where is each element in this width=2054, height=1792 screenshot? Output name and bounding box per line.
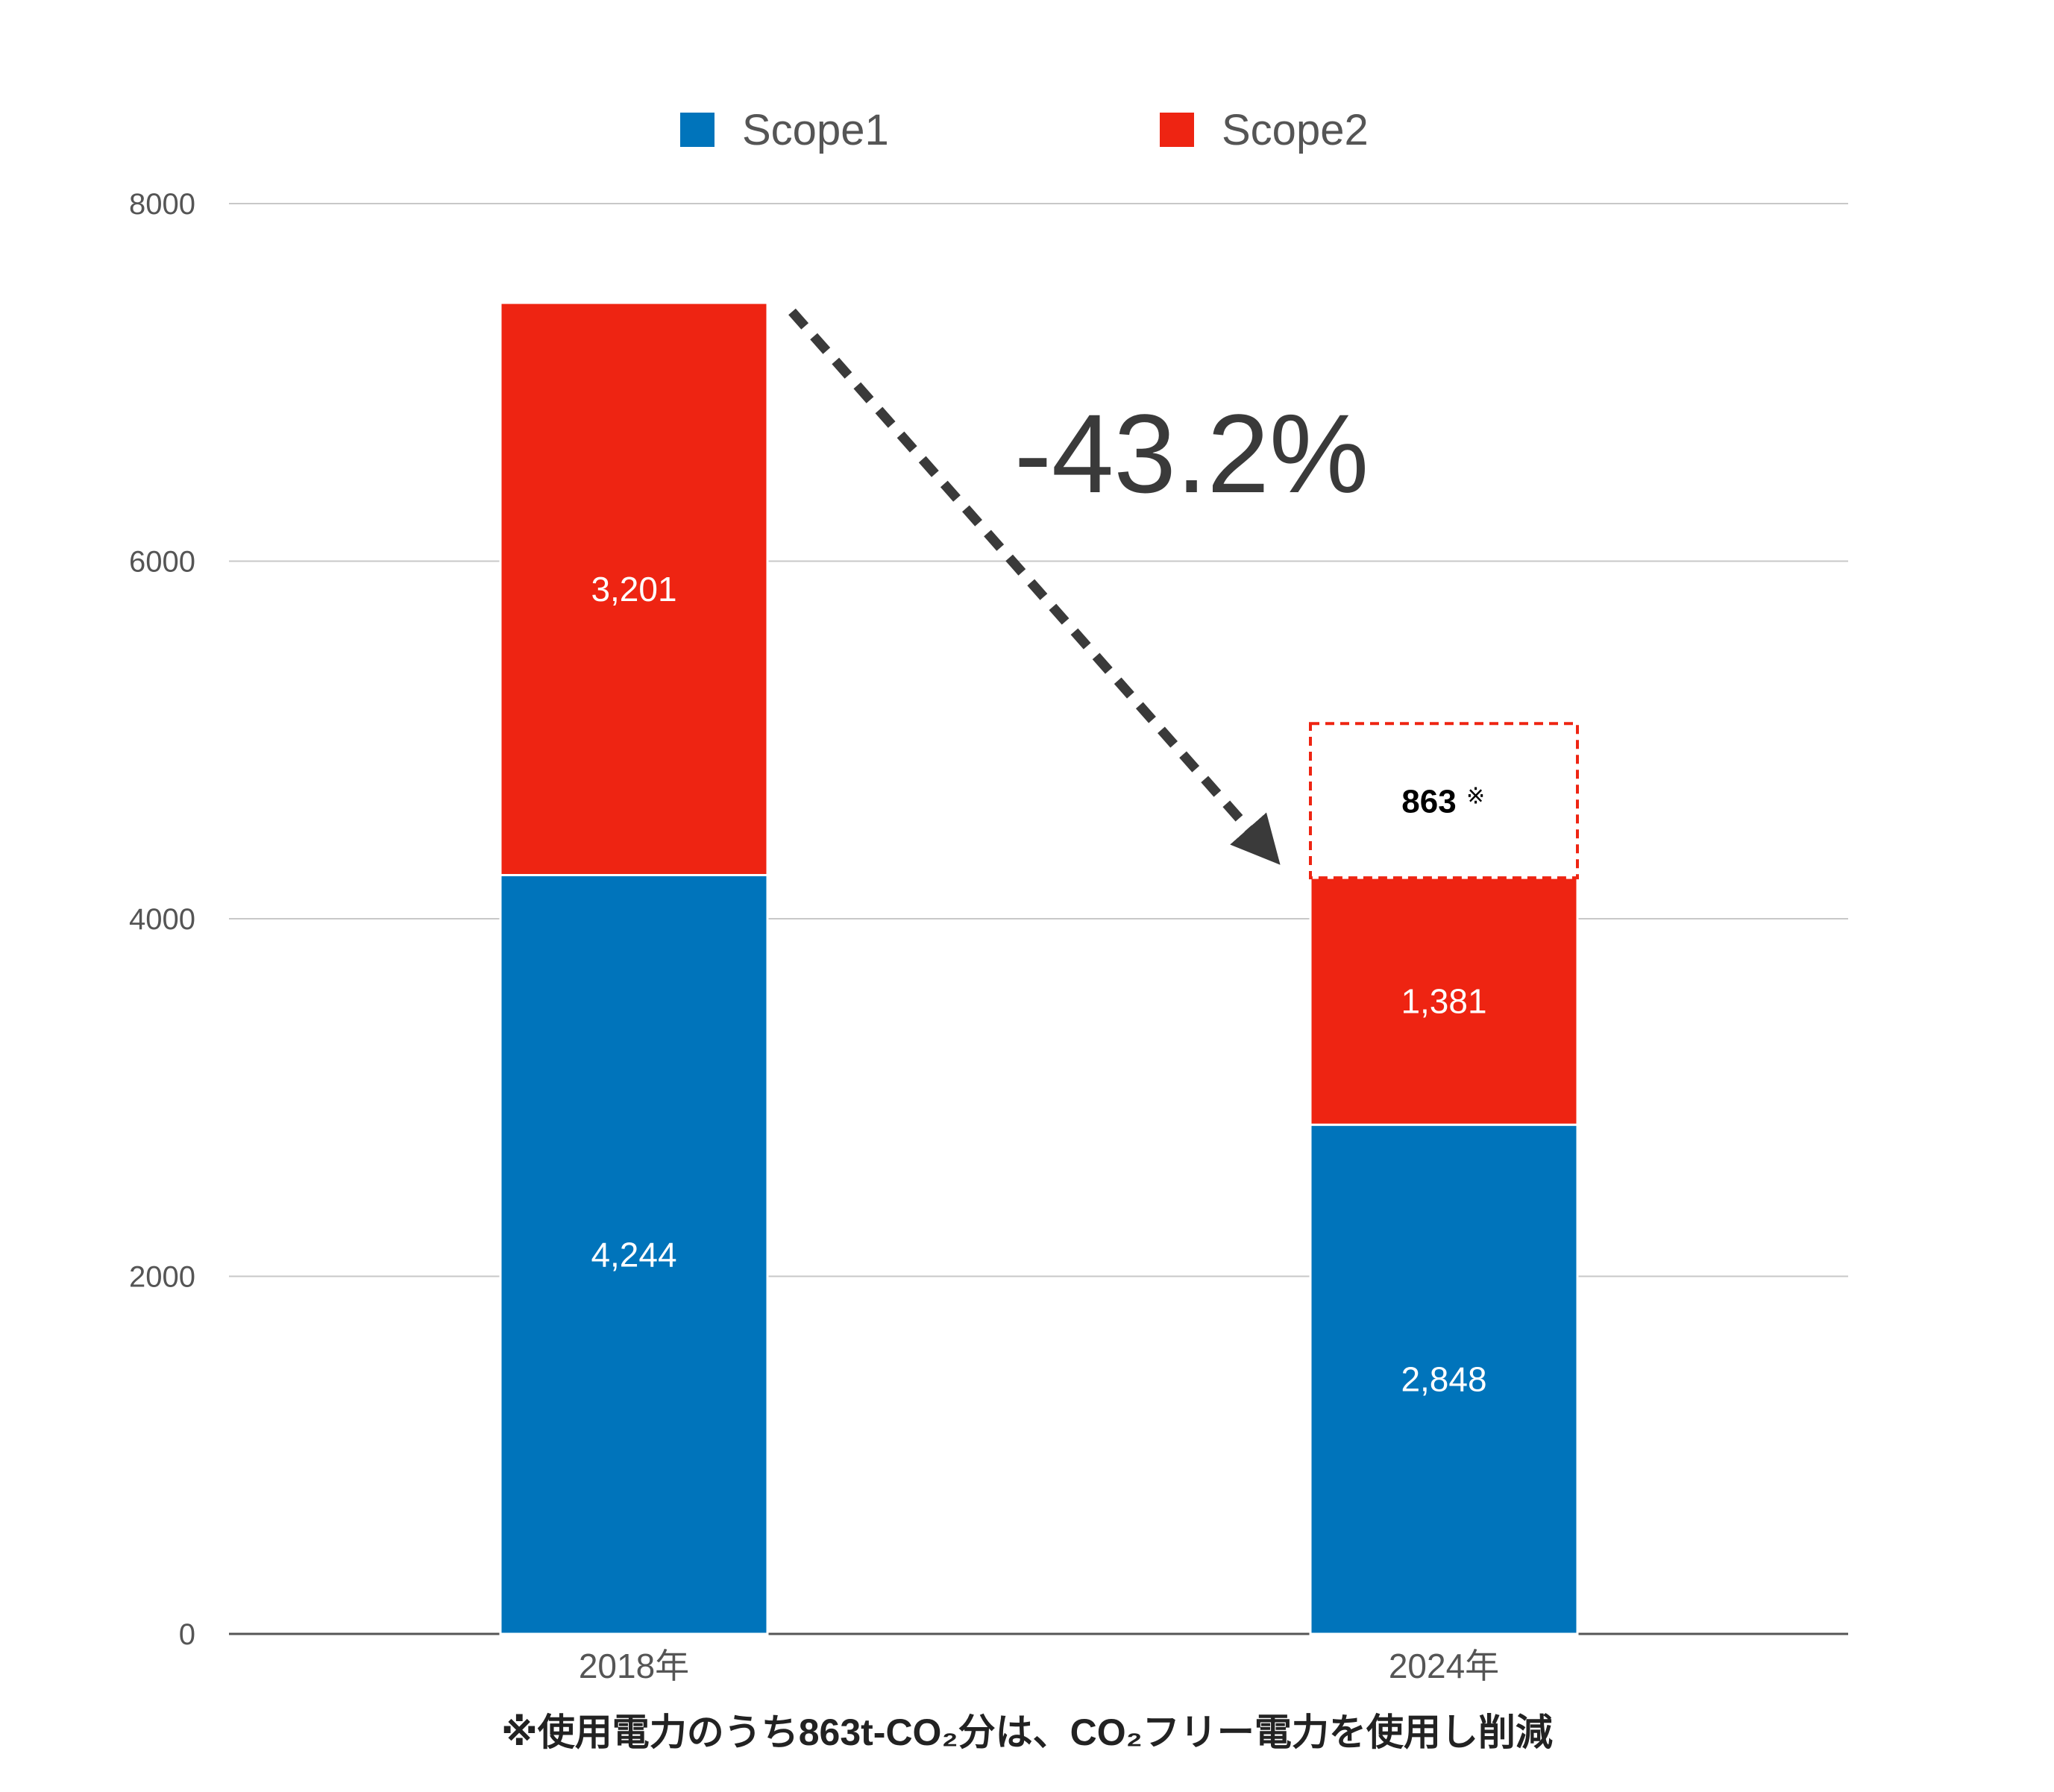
y-tick-label: 2000 [129, 1261, 195, 1294]
bars-layer: 4,244 3,201 2,848 1,381 [499, 301, 1579, 1635]
bar-value-label: 4,244 [591, 1235, 676, 1274]
x-tick-label: 2024年 [1389, 1647, 1499, 1685]
bar-scope1 [1309, 1123, 1579, 1635]
grid-layer: 0 2000 4000 6000 8000 2018年 2024年 [129, 188, 1848, 1685]
legend: Scope1 Scope2 [680, 106, 1369, 154]
bar-value-label: 1,381 [1401, 982, 1486, 1021]
x-tick-label: 2018年 [579, 1647, 689, 1685]
co2-free-label: 863 [1401, 784, 1456, 820]
y-tick-label: 4000 [129, 903, 195, 936]
bar-scope2 [499, 301, 769, 877]
legend-swatch [680, 113, 714, 147]
annotation-layer: 863 ※ -43.2% ※使用電力のうち863t-CO₂分は、CO₂フリー電力を使用… [501, 308, 1579, 1753]
footnote: ※使用電力のうち863t-CO₂分は、CO₂フリー電力を使用し削減 [501, 1711, 1553, 1753]
bar-scope2 [1309, 876, 1579, 1126]
bar-value-label: 3,201 [591, 570, 676, 609]
y-tick-label: 0 [179, 1618, 195, 1651]
reduction-arrow [788, 308, 1281, 865]
co2-free-box [1309, 722, 1579, 880]
y-tick-label: 6000 [129, 546, 195, 579]
bar-value-label: 2,848 [1401, 1360, 1486, 1399]
y-tick-label: 8000 [129, 188, 195, 221]
bar-scope1 [499, 874, 769, 1635]
legend-swatch [1160, 113, 1194, 147]
reduction-label: -43.2% [1014, 391, 1369, 516]
legend-label: Scope1 [742, 106, 889, 154]
co2-free-mark: ※ [1466, 785, 1485, 809]
legend-label: Scope2 [1222, 106, 1369, 154]
